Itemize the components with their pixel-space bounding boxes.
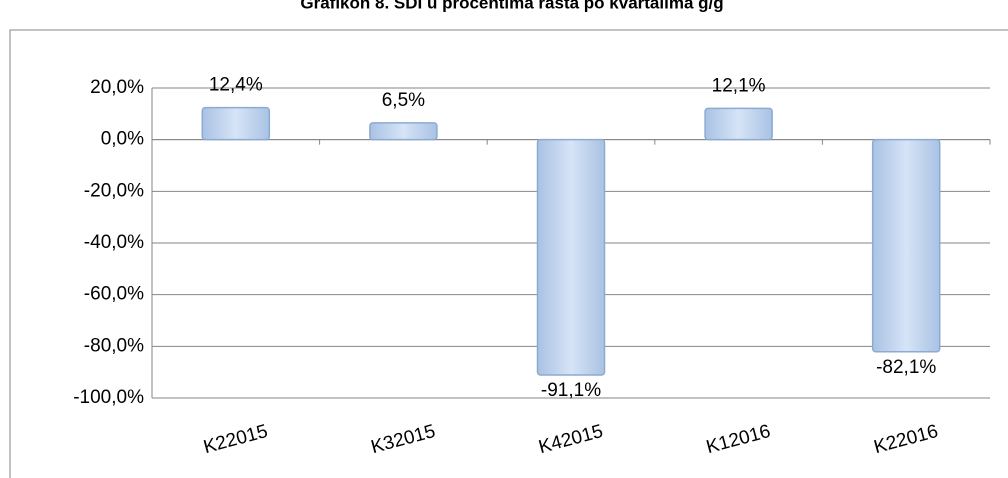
bar bbox=[871, 138, 941, 353]
data-label: 12,1% bbox=[712, 75, 766, 96]
x-tick-label: K12016 bbox=[704, 421, 773, 458]
bar bbox=[369, 122, 438, 141]
bar bbox=[536, 138, 606, 376]
chart-frame bbox=[9, 29, 1008, 478]
y-tick-label: -100,0% bbox=[73, 387, 144, 408]
x-tick-label: K32015 bbox=[369, 421, 438, 458]
y-tick-label: -40,0% bbox=[84, 232, 144, 253]
data-label: 12,4% bbox=[209, 75, 263, 96]
y-tick-label: 0,0% bbox=[101, 129, 144, 150]
y-tick-label: -20,0% bbox=[84, 180, 144, 201]
y-tick-label: -60,0% bbox=[84, 284, 144, 305]
data-label: -91,1% bbox=[541, 380, 601, 401]
chart-title: Grafikon 8. SDI u procentima rasta po kv… bbox=[300, 0, 723, 12]
y-tick-label: -80,0% bbox=[84, 335, 144, 356]
x-tick-label: K22016 bbox=[872, 421, 941, 458]
x-tick-label: K42015 bbox=[537, 421, 606, 458]
y-tick-label: 20,0% bbox=[90, 77, 144, 98]
bar bbox=[201, 106, 271, 141]
x-tick-label: K22015 bbox=[201, 421, 270, 458]
bar bbox=[704, 107, 773, 141]
data-label: -82,1% bbox=[876, 357, 936, 378]
data-label: 6,5% bbox=[382, 90, 425, 111]
